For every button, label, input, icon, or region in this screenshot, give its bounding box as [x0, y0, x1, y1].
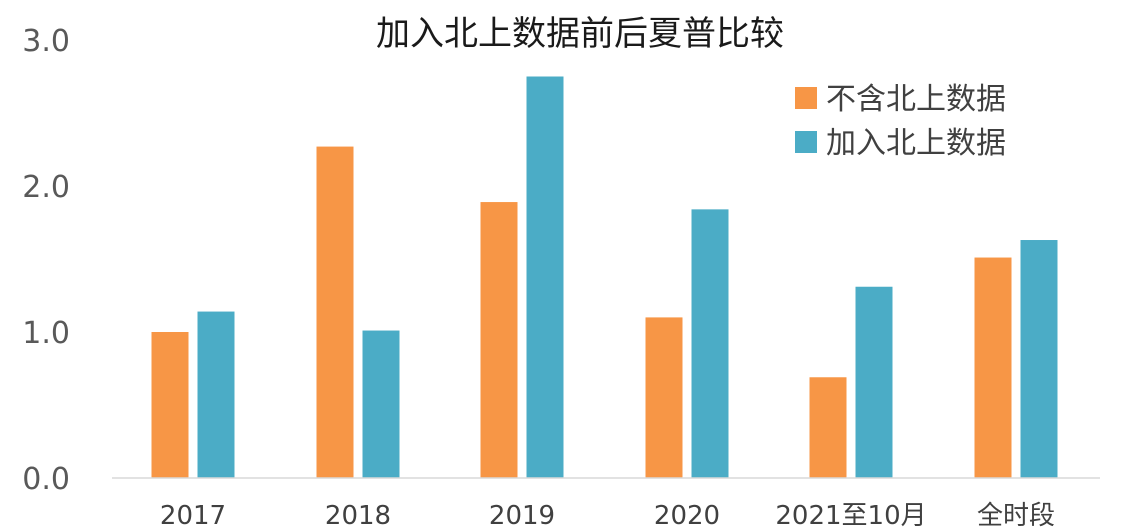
bar-with-northbound-3 — [691, 209, 729, 479]
x-tick-label: 2021至10月 — [775, 501, 926, 531]
x-tick-label: 全时段 — [977, 501, 1055, 531]
bar-with-northbound-0 — [197, 311, 235, 478]
bar-without-northbound-1 — [316, 146, 354, 478]
legend-swatch — [795, 131, 817, 153]
bar-without-northbound-5 — [974, 257, 1012, 478]
bar-without-northbound-0 — [151, 332, 189, 478]
bar-without-northbound-2 — [480, 202, 518, 478]
bar-without-northbound-4 — [809, 377, 847, 478]
bar-with-northbound-2 — [526, 76, 564, 478]
y-axis: 0.0 1.0 2.0 3.0 — [22, 24, 70, 497]
bars-group — [151, 76, 1058, 479]
x-axis: 2017 2018 2019 2020 2021至10月 全时段 — [160, 501, 1055, 531]
y-tick-label: 0.0 — [22, 462, 70, 497]
legend-swatch — [795, 87, 817, 109]
y-tick-label: 3.0 — [22, 24, 70, 59]
chart-title: 加入北上数据前后夏普比较 — [376, 14, 784, 54]
legend-label: 加入北上数据 — [826, 126, 1006, 161]
x-tick-label: 2018 — [325, 501, 391, 531]
legend-label: 不含北上数据 — [826, 82, 1006, 117]
legend: 不含北上数据 加入北上数据 — [795, 82, 1006, 161]
bar-with-northbound-5 — [1020, 240, 1058, 478]
bar-with-northbound-4 — [855, 286, 893, 478]
x-tick-label: 2020 — [654, 501, 720, 531]
y-tick-label: 2.0 — [22, 170, 70, 205]
y-tick-label: 1.0 — [22, 316, 70, 351]
x-tick-label: 2019 — [489, 501, 555, 531]
bar-without-northbound-3 — [645, 317, 683, 478]
bar-with-northbound-1 — [362, 330, 400, 478]
x-tick-label: 2017 — [160, 501, 226, 531]
